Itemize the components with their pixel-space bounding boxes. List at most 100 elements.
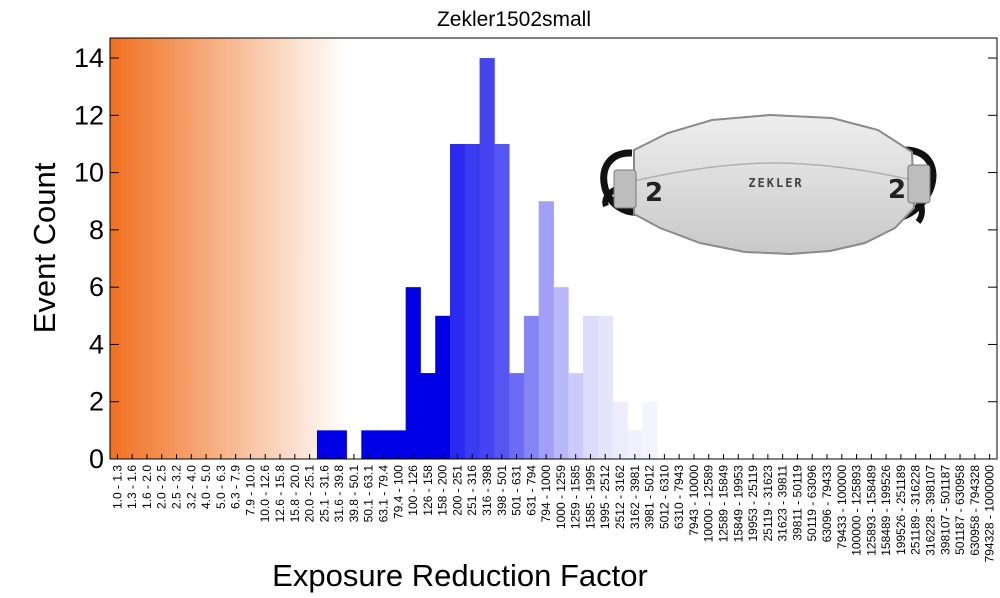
x-tick-label: 316 - 398 xyxy=(480,465,494,516)
bar-794-1000 xyxy=(538,201,554,460)
x-tick-label: 5012 - 6310 xyxy=(657,465,671,529)
x-tick-label: 199526 - 251189 xyxy=(894,465,908,555)
x-tick-label: 158489 - 199526 xyxy=(879,465,893,556)
x-tick-label: 794 - 1000 xyxy=(539,465,553,523)
mask-seam xyxy=(633,162,913,182)
y-axis-ticks: 0 2 4 6 8 10 12 14 xyxy=(74,43,997,474)
x-tick-label: 2512 - 3162 xyxy=(613,465,627,529)
x-tick-label: 100 - 126 xyxy=(406,465,420,516)
bar-501-631 xyxy=(509,373,525,459)
x-tick-label: 39.8 - 50.1 xyxy=(347,465,361,523)
x-tick-label: 12589 - 15849 xyxy=(717,465,731,543)
bar-100-126 xyxy=(405,287,421,459)
x-tick-label: 1000 - 1259 xyxy=(554,465,568,529)
x-tick-label: 39811 - 50119 xyxy=(790,465,804,541)
x-tick-label: 631 - 794 xyxy=(524,465,538,516)
gradient-background xyxy=(110,38,347,459)
x-tick-label: 31.6 - 39.8 xyxy=(332,465,346,523)
x-tick-label: 31623 - 39811 xyxy=(776,465,790,542)
y-tick-label-10: 10 xyxy=(74,158,104,188)
y-tick-label-12: 12 xyxy=(74,100,104,130)
x-tick-label: 5.0 - 6.3 xyxy=(214,465,228,509)
x-tick-label: 125893 - 158489 xyxy=(864,465,878,556)
bar-316-398 xyxy=(479,58,495,460)
x-tick-label: 501187 - 630958 xyxy=(953,465,967,555)
mask-clip-left xyxy=(613,169,637,209)
mask-strap-left xyxy=(600,149,641,216)
bar-50.1-63.1 xyxy=(361,430,377,459)
x-tick-label: 50119 - 63096 xyxy=(805,465,819,542)
x-tick-label: 6.3 - 7.9 xyxy=(229,465,243,509)
plot-frame xyxy=(109,37,998,460)
bars xyxy=(316,58,658,460)
bar-251-316 xyxy=(464,143,480,459)
chart-title: Zekler1502small xyxy=(437,8,591,31)
mask-brand-text: ZEKLER xyxy=(748,176,803,190)
bar-63.1-79.4 xyxy=(376,430,392,459)
x-tick-label: 63096 - 79433 xyxy=(820,465,834,543)
x-tick-label: 12.6 - 15.8 xyxy=(273,465,287,523)
bar-31.6-39.8 xyxy=(331,430,347,459)
x-tick-label: 100000 - 125893 xyxy=(850,465,864,556)
bar-1585-1995 xyxy=(583,315,599,459)
bar-1259-1585 xyxy=(568,373,584,459)
x-tick-label: 15.8 - 20.0 xyxy=(288,465,302,523)
x-tick-label: 1.0 - 1.3 xyxy=(110,465,124,509)
bar-25.1-31.6 xyxy=(316,430,333,459)
x-tick-label: 50.1 - 63.1 xyxy=(362,465,376,523)
bar-1995-2512 xyxy=(597,315,614,459)
bar-3162-3981 xyxy=(627,430,643,459)
x-tick-label: 10.0 - 12.6 xyxy=(258,465,272,523)
x-tick-label: 10000 - 12589 xyxy=(702,465,716,543)
x-tick-label: 2.5 - 3.2 xyxy=(170,465,184,509)
bar-79.4-100 xyxy=(390,430,407,459)
x-tick-label: 126 - 158 xyxy=(421,465,435,516)
mask-number-right: 2 xyxy=(888,175,906,205)
bar-3981-5012 xyxy=(642,401,658,459)
x-tick-label: 7.9 - 10.0 xyxy=(243,465,257,516)
x-axis-ticks: 1.0 - 1.3 1.3 - 1.6 1.6 - 2.0 2.0 - 2.5 2.5 … xyxy=(110,454,997,563)
mask-body xyxy=(633,113,916,256)
mask-photo: 2 ZEKLER 2 xyxy=(600,113,937,256)
x-tick-label: 15849 - 19953 xyxy=(731,465,745,543)
x-tick-label: 20.0 - 25.1 xyxy=(303,465,317,523)
x-tick-label: 794328 - 1000000 xyxy=(983,465,997,563)
x-tick-label: 63.1 - 79.4 xyxy=(376,465,390,523)
x-tick-label: 501 - 631 xyxy=(510,465,524,516)
x-tick-label: 2.0 - 2.5 xyxy=(155,465,169,509)
x-tick-label: 1.6 - 2.0 xyxy=(140,465,154,509)
x-tick-label: 7943 - 10000 xyxy=(687,465,701,536)
x-tick-label: 3162 - 3981 xyxy=(628,465,642,529)
bar-631-794 xyxy=(523,315,540,459)
x-axis-label: Exposure Reduction Factor xyxy=(272,558,648,593)
y-axis-label: Event Count xyxy=(27,162,62,333)
x-tick-label: 630958 - 794328 xyxy=(968,465,982,556)
bar-1000-1259 xyxy=(553,287,569,459)
x-tick-label: 398 - 501 xyxy=(495,465,509,516)
y-tick-label-0: 0 xyxy=(89,444,104,474)
mask-number-left: 2 xyxy=(645,178,663,208)
y-tick-label-14: 14 xyxy=(74,43,104,73)
x-tick-label: 25119 - 31623 xyxy=(761,465,775,542)
bar-200-251 xyxy=(450,143,466,459)
x-tick-label: 6310 - 7943 xyxy=(672,465,686,529)
x-tick-label: 316228 - 398107 xyxy=(923,465,937,556)
y-tick-label-6: 6 xyxy=(89,272,104,302)
bar-398-501 xyxy=(494,143,510,459)
x-tick-label: 251 - 316 xyxy=(465,465,479,516)
bar-2512-3162 xyxy=(612,401,628,459)
x-tick-label: 3981 - 5012 xyxy=(643,465,657,529)
x-tick-label: 158 - 200 xyxy=(436,465,450,516)
mask-clip-right xyxy=(907,164,931,204)
x-tick-label: 1995 - 2512 xyxy=(598,465,612,529)
y-tick-label-8: 8 xyxy=(89,215,104,245)
x-tick-label: 398107 - 501187 xyxy=(938,465,952,555)
x-tick-label: 79433 - 100000 xyxy=(835,465,849,549)
x-tick-label: 19953 - 25119 xyxy=(746,465,760,542)
bar-126-158 xyxy=(420,373,436,459)
bar-158-200 xyxy=(435,315,451,459)
x-tick-label: 200 - 251 xyxy=(450,465,464,516)
x-tick-label: 1585 - 1995 xyxy=(583,465,597,529)
x-tick-label: 4.0 - 5.0 xyxy=(199,465,213,509)
x-tick-label: 25.1 - 31.6 xyxy=(317,465,331,523)
